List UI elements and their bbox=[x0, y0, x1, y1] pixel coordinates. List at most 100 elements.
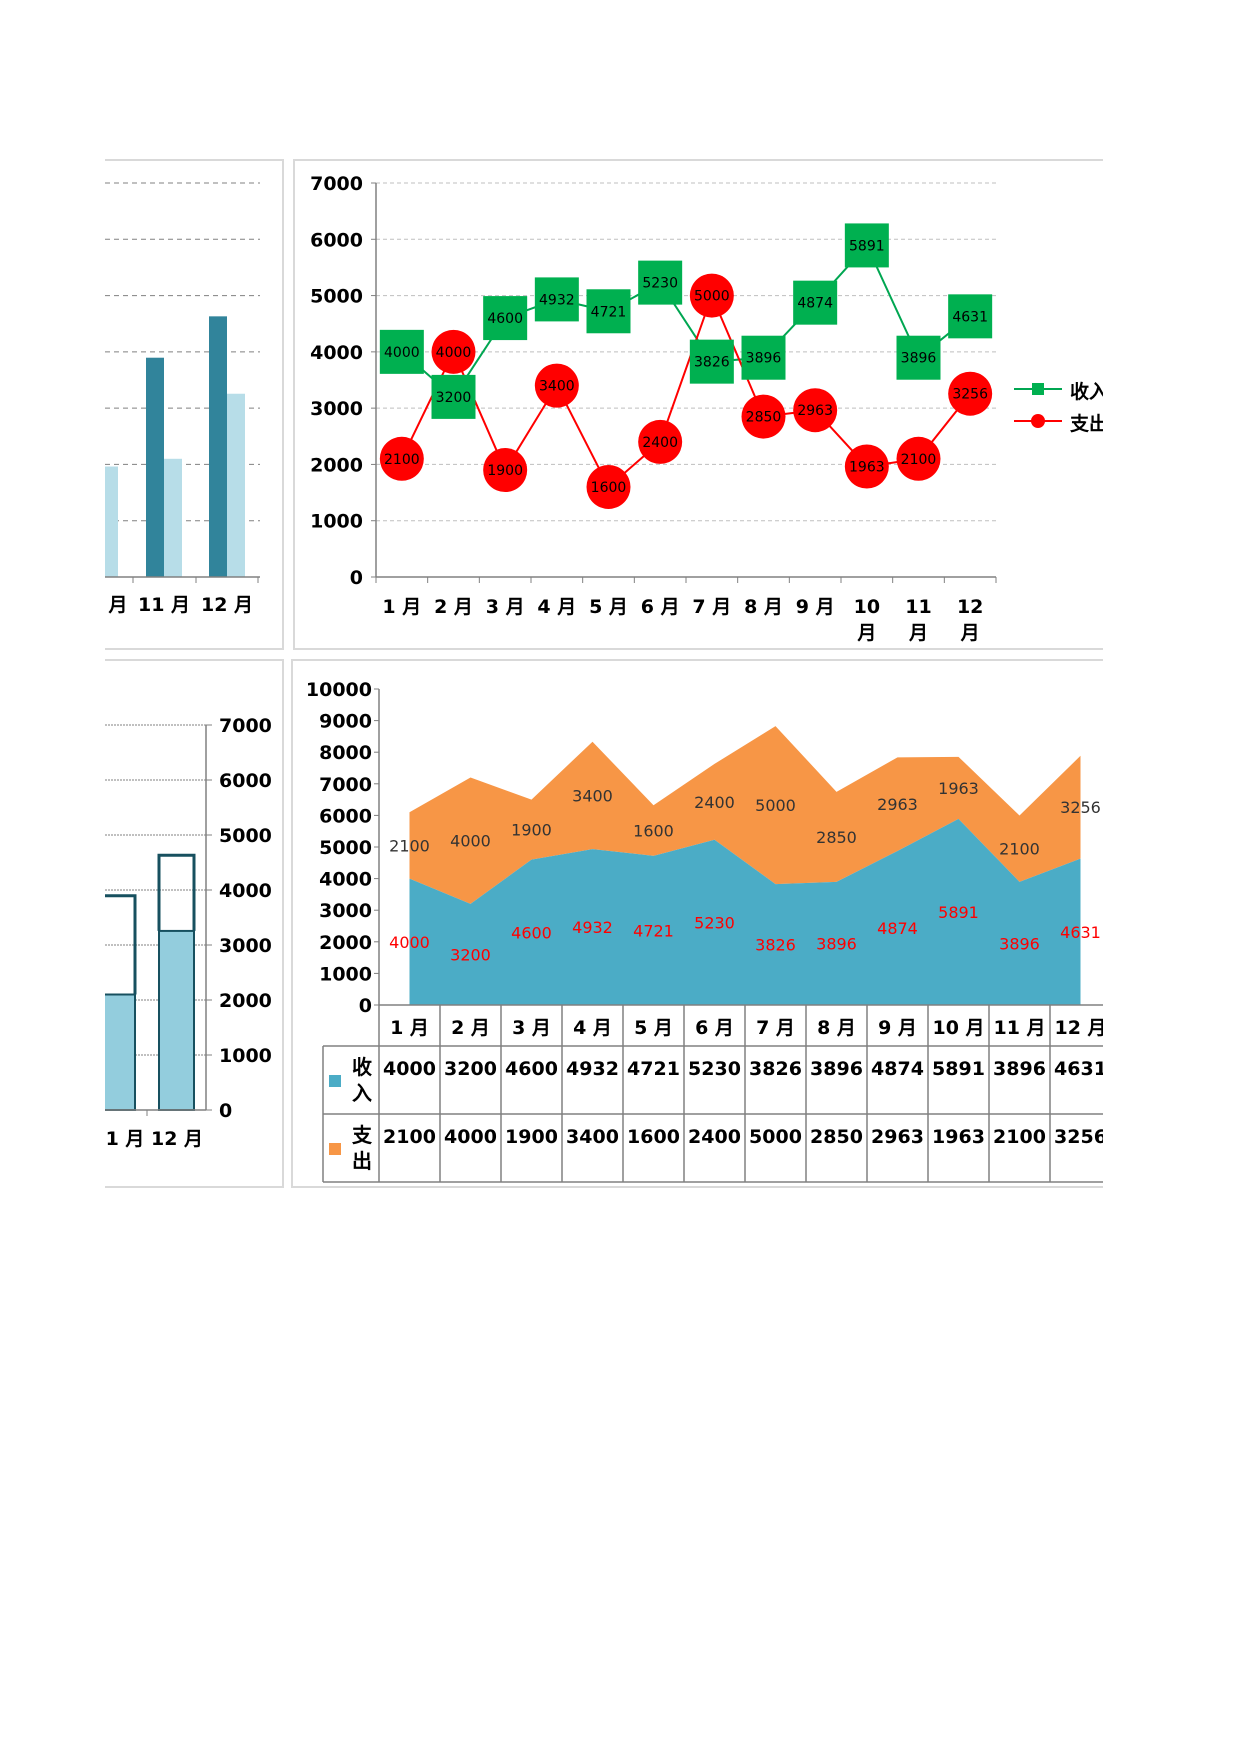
income-data-label: 4932 bbox=[539, 292, 575, 308]
table-header-cell: 8 月 bbox=[817, 1017, 856, 1039]
bar-income-outline bbox=[157, 853, 196, 931]
table-header-cell: 1 月 bbox=[390, 1017, 429, 1039]
income-data-label: 5891 bbox=[938, 903, 979, 922]
expense-data-label: 3400 bbox=[572, 786, 613, 805]
income-data-label: 3896 bbox=[816, 934, 857, 953]
income-data-label: 4600 bbox=[511, 923, 552, 942]
expense-data-label: 2400 bbox=[694, 793, 735, 812]
income-data-label: 3200 bbox=[450, 945, 491, 964]
expense-data-label: 1963 bbox=[849, 460, 885, 476]
bottom-left-panel-frame bbox=[105, 659, 284, 1188]
expense-data-label: 5000 bbox=[694, 289, 730, 305]
y-tick-label: 3000 bbox=[219, 935, 272, 957]
income-data-label: 3896 bbox=[901, 351, 937, 367]
bar-income-outline bbox=[105, 894, 137, 995]
y-tick-label: 8000 bbox=[319, 742, 372, 764]
table-cell-income: 3826 bbox=[749, 1058, 802, 1080]
expense-data-label: 4000 bbox=[436, 345, 472, 361]
y-tick-label: 0 bbox=[219, 1100, 232, 1122]
y-tick-label: 3000 bbox=[319, 900, 372, 922]
table-cell-expense: 2400 bbox=[688, 1126, 741, 1148]
expense-data-label: 4000 bbox=[450, 832, 491, 851]
y-tick-label: 6000 bbox=[319, 805, 372, 827]
data-labels: 4000 3200 4600 4932 4721 5230 3826 3896 4874 5891… bbox=[389, 779, 1101, 965]
x-tick-label: 1 月 bbox=[382, 596, 421, 618]
income-data-label: 4721 bbox=[633, 921, 674, 940]
y-tick-label: 9000 bbox=[319, 711, 372, 733]
y-tick-label: 6000 bbox=[310, 229, 363, 251]
expense-marker bbox=[483, 448, 528, 493]
y-tick-label: 5000 bbox=[319, 837, 372, 859]
y-tick-label: 4000 bbox=[319, 869, 372, 891]
income-data-label: 4631 bbox=[952, 309, 988, 325]
legend-expense-swatch bbox=[1031, 414, 1045, 428]
table-cell-income: 5891 bbox=[932, 1058, 985, 1080]
income-data-label: 3896 bbox=[999, 934, 1040, 953]
series-lines bbox=[400, 243, 971, 489]
income-data-label: 5230 bbox=[694, 913, 735, 932]
y-tick-label: 2000 bbox=[319, 932, 372, 954]
y-tick-label: 7000 bbox=[310, 173, 363, 195]
income-marker bbox=[741, 335, 786, 380]
top-right-line-chart: 0 1000 2000 3000 4000 5000 6000 7000 1 月 2 月 3 月 4 … bbox=[310, 173, 1108, 644]
y-tick-label: 1000 bbox=[319, 963, 372, 985]
table-row-header-expense: 支出 bbox=[352, 1123, 373, 1173]
top-left-chart: 月 11 月 12 月 bbox=[105, 182, 260, 616]
bar-expense bbox=[227, 393, 245, 577]
x-tick-label: 6 月 bbox=[641, 596, 680, 618]
expense-data-label: 2100 bbox=[389, 836, 430, 855]
gridlines bbox=[376, 182, 996, 522]
y-tick-label: 10000 bbox=[306, 679, 372, 701]
x-tick-label: 11 月 bbox=[138, 594, 190, 616]
x-tick-label: 8 月 bbox=[744, 596, 783, 618]
expense-data-label: 3256 bbox=[952, 387, 988, 403]
table-header-cell: 9 月 bbox=[878, 1017, 917, 1039]
income-data-label: 4721 bbox=[591, 304, 627, 320]
expense-marker bbox=[379, 436, 424, 481]
income-marker bbox=[483, 296, 528, 341]
table-cell-income: 4932 bbox=[566, 1058, 619, 1080]
expense-marker bbox=[689, 273, 734, 318]
axes: 0 1000 2000 3000 4000 5000 6000 7000 1 月 2 月 3 月 4 … bbox=[310, 173, 997, 644]
x-tick-label: 10 月 bbox=[854, 596, 880, 644]
table-cell-income: 3896 bbox=[810, 1058, 863, 1080]
legend-expense-label: 支出 bbox=[1069, 412, 1108, 435]
expense-data-label: 2100 bbox=[901, 452, 937, 468]
table-header-cell: 10 月 bbox=[932, 1017, 984, 1039]
areas bbox=[409, 726, 1081, 1005]
expense-data-label: 5000 bbox=[755, 796, 796, 815]
income-data-label: 5230 bbox=[642, 276, 678, 292]
expense-marker bbox=[793, 388, 838, 433]
y-tick-label: 1000 bbox=[310, 511, 363, 533]
bottom-left-chart: 0 1000 2000 3000 4000 5000 6000 7000 1 月 12 月 bbox=[105, 715, 272, 1150]
table-header-cell: 3 月 bbox=[512, 1017, 551, 1039]
expense-marker bbox=[431, 329, 476, 374]
expense-data-label: 1600 bbox=[591, 480, 627, 496]
axes: 0 1000 2000 3000 4000 5000 6000 7000 8000 9000 100… bbox=[306, 679, 1103, 1017]
income-data-label: 4631 bbox=[1060, 923, 1101, 942]
income-data-label: 4874 bbox=[797, 296, 833, 312]
top-right-panel-frame bbox=[293, 159, 1103, 650]
y-tick-label: 4000 bbox=[219, 880, 272, 902]
y-tick-label: 5000 bbox=[219, 825, 272, 847]
x-axis: 月 11 月 12 月 bbox=[105, 576, 260, 616]
expense-data-label: 2850 bbox=[816, 828, 857, 847]
bottom-right-panel-frame bbox=[291, 659, 1103, 1188]
income-marker bbox=[793, 280, 838, 325]
expense-marker bbox=[586, 464, 631, 509]
x-tick-label: 7 月 bbox=[692, 596, 731, 618]
income-data-label: 4874 bbox=[877, 919, 918, 938]
bar-income bbox=[209, 316, 227, 577]
table-cell-expense: 1900 bbox=[505, 1126, 558, 1148]
table-cell-income: 4721 bbox=[627, 1058, 680, 1080]
y-tick-label: 2000 bbox=[219, 990, 272, 1012]
table-row-header-income: 收入 bbox=[352, 1055, 372, 1105]
expense-data-label: 1963 bbox=[938, 779, 979, 798]
income-data-label: 3200 bbox=[436, 390, 472, 406]
table-cell-expense: 4000 bbox=[444, 1126, 497, 1148]
y-tick-label: 2000 bbox=[310, 454, 363, 476]
data-table: 1 月 2 月 3 月 4 月 5 月 6 月 7 月 8 月 9 月 10 月 11 月 12 月 4… bbox=[322, 1005, 1103, 1183]
y-tick-label: 7000 bbox=[319, 774, 372, 796]
series-markers: 4000 3200 4600 4932 4721 5230 3826 3896 4874 5891… bbox=[379, 223, 993, 509]
expense-data-label: 1900 bbox=[487, 463, 523, 479]
